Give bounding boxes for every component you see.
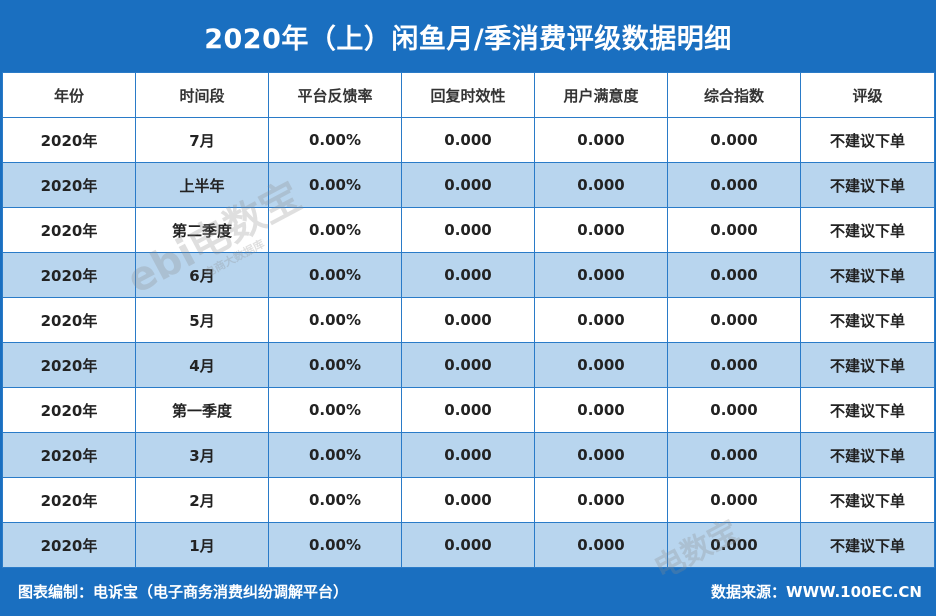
- table-cell: 不建议下单: [800, 162, 935, 208]
- table-cell: 2020年: [2, 477, 136, 523]
- table-cell: 不建议下单: [800, 522, 935, 568]
- table-cell: 不建议下单: [800, 387, 935, 433]
- table-cell: 0.000: [667, 387, 801, 433]
- table-cell: 2020年: [2, 387, 136, 433]
- column-header: 评级: [800, 72, 935, 118]
- table-cell: 0.00%: [268, 252, 402, 298]
- table-cell: 0.00%: [268, 342, 402, 388]
- table-cell: 2020年: [2, 342, 136, 388]
- table-row: 2020年 5月 0.00% 0.000 0.000 0.000 不建议下单: [2, 297, 935, 343]
- table-cell: 2020年: [2, 252, 136, 298]
- table-cell: 0.000: [534, 297, 668, 343]
- table-cell: 不建议下单: [800, 432, 935, 478]
- table-cell: 0.000: [667, 117, 801, 163]
- footer-compiler: 图表编制：电诉宝（电子商务消费纠纷调解平台）: [18, 583, 349, 601]
- data-table-container: 年份 时间段 平台反馈率 回复时效性 用户满意度 综合指数 评级 2020年 7月 0.00% 0…: [2, 72, 935, 568]
- table-row: 2020年 1月 0.00% 0.000 0.000 0.000 不建议下单: [2, 522, 935, 568]
- table-cell: 2020年: [2, 162, 136, 208]
- table-cell: 0.00%: [268, 477, 402, 523]
- table-cell: 0.000: [667, 342, 801, 388]
- table-cell: 0.000: [534, 387, 668, 433]
- table-cell: 2020年: [2, 207, 136, 253]
- data-table: 年份 时间段 平台反馈率 回复时效性 用户满意度 综合指数 评级 2020年 7月 0.00% 0…: [2, 72, 935, 568]
- table-cell: 0.000: [401, 252, 535, 298]
- table-header-row: 年份 时间段 平台反馈率 回复时效性 用户满意度 综合指数 评级: [2, 72, 935, 118]
- table-cell: 3月: [135, 432, 269, 478]
- table-cell: 不建议下单: [800, 117, 935, 163]
- column-header: 用户满意度: [534, 72, 668, 118]
- table-row: 2020年 第二季度 0.00% 0.000 0.000 0.000 不建议下单: [2, 207, 935, 253]
- column-header: 回复时效性: [401, 72, 535, 118]
- table-cell: 0.000: [401, 432, 535, 478]
- table-cell: 0.00%: [268, 522, 402, 568]
- table-row: 2020年 6月 0.00% 0.000 0.000 0.000 不建议下单: [2, 252, 935, 298]
- table-cell: 2020年: [2, 297, 136, 343]
- table-cell: 5月: [135, 297, 269, 343]
- table-cell: 上半年: [135, 162, 269, 208]
- table-cell: 0.000: [534, 342, 668, 388]
- table-cell: 第二季度: [135, 207, 269, 253]
- column-header: 平台反馈率: [268, 72, 402, 118]
- table-cell: 0.000: [401, 162, 535, 208]
- table-cell: 2020年: [2, 432, 136, 478]
- table-cell: 0.000: [534, 117, 668, 163]
- table-cell: 0.000: [401, 387, 535, 433]
- table-cell: 0.000: [401, 207, 535, 253]
- table-cell: 不建议下单: [800, 297, 935, 343]
- table-cell: 0.000: [667, 432, 801, 478]
- table-cell: 0.000: [534, 432, 668, 478]
- table-cell: 0.000: [667, 522, 801, 568]
- table-cell: 0.000: [667, 252, 801, 298]
- table-cell: 0.000: [667, 297, 801, 343]
- table-cell: 0.00%: [268, 207, 402, 253]
- table-body: 2020年 7月 0.00% 0.000 0.000 0.000 不建议下单 2020年 上半年…: [2, 117, 935, 568]
- footer-source: 数据来源：WWW.100EC.CN: [711, 583, 922, 601]
- table-cell: 不建议下单: [800, 252, 935, 298]
- table-cell: 0.000: [401, 522, 535, 568]
- table-cell: 0.00%: [268, 432, 402, 478]
- table-row: 2020年 4月 0.00% 0.000 0.000 0.000 不建议下单: [2, 342, 935, 388]
- table-cell: 0.000: [667, 477, 801, 523]
- table-cell: 0.000: [401, 117, 535, 163]
- table-cell: 2020年: [2, 522, 136, 568]
- table-cell: 第一季度: [135, 387, 269, 433]
- table-cell: 不建议下单: [800, 207, 935, 253]
- table-cell: 0.00%: [268, 387, 402, 433]
- table-row: 2020年 3月 0.00% 0.000 0.000 0.000 不建议下单: [2, 432, 935, 478]
- table-row: 2020年 上半年 0.00% 0.000 0.000 0.000 不建议下单: [2, 162, 935, 208]
- column-header: 时间段: [135, 72, 269, 118]
- table-cell: 1月: [135, 522, 269, 568]
- table-cell: 0.000: [401, 477, 535, 523]
- table-row: 2020年 7月 0.00% 0.000 0.000 0.000 不建议下单: [2, 117, 935, 163]
- column-header: 综合指数: [667, 72, 801, 118]
- table-row: 2020年 2月 0.00% 0.000 0.000 0.000 不建议下单: [2, 477, 935, 523]
- table-cell: 不建议下单: [800, 477, 935, 523]
- table-cell: 2月: [135, 477, 269, 523]
- table-row: 2020年 第一季度 0.00% 0.000 0.000 0.000 不建议下单: [2, 387, 935, 433]
- table-cell: 0.000: [667, 207, 801, 253]
- table-cell: 0.000: [534, 207, 668, 253]
- table-cell: 不建议下单: [800, 342, 935, 388]
- page-title: 2020年（上）闲鱼月/季消费评级数据明细: [204, 23, 732, 55]
- table-cell: 4月: [135, 342, 269, 388]
- table-cell: 0.000: [534, 477, 668, 523]
- table-cell: 0.00%: [268, 117, 402, 163]
- table-cell: 0.000: [534, 522, 668, 568]
- table-cell: 0.000: [534, 162, 668, 208]
- table-cell: 6月: [135, 252, 269, 298]
- table-cell: 0.000: [667, 162, 801, 208]
- table-cell: 2020年: [2, 117, 136, 163]
- table-cell: 0.000: [401, 342, 535, 388]
- table-cell: 0.00%: [268, 297, 402, 343]
- table-cell: 0.000: [534, 252, 668, 298]
- table-cell: 7月: [135, 117, 269, 163]
- table-cell: 0.000: [401, 297, 535, 343]
- table-cell: 0.00%: [268, 162, 402, 208]
- footer: 图表编制：电诉宝（电子商务消费纠纷调解平台） 数据来源：WWW.100EC.CN: [0, 567, 936, 616]
- column-header: 年份: [2, 72, 136, 118]
